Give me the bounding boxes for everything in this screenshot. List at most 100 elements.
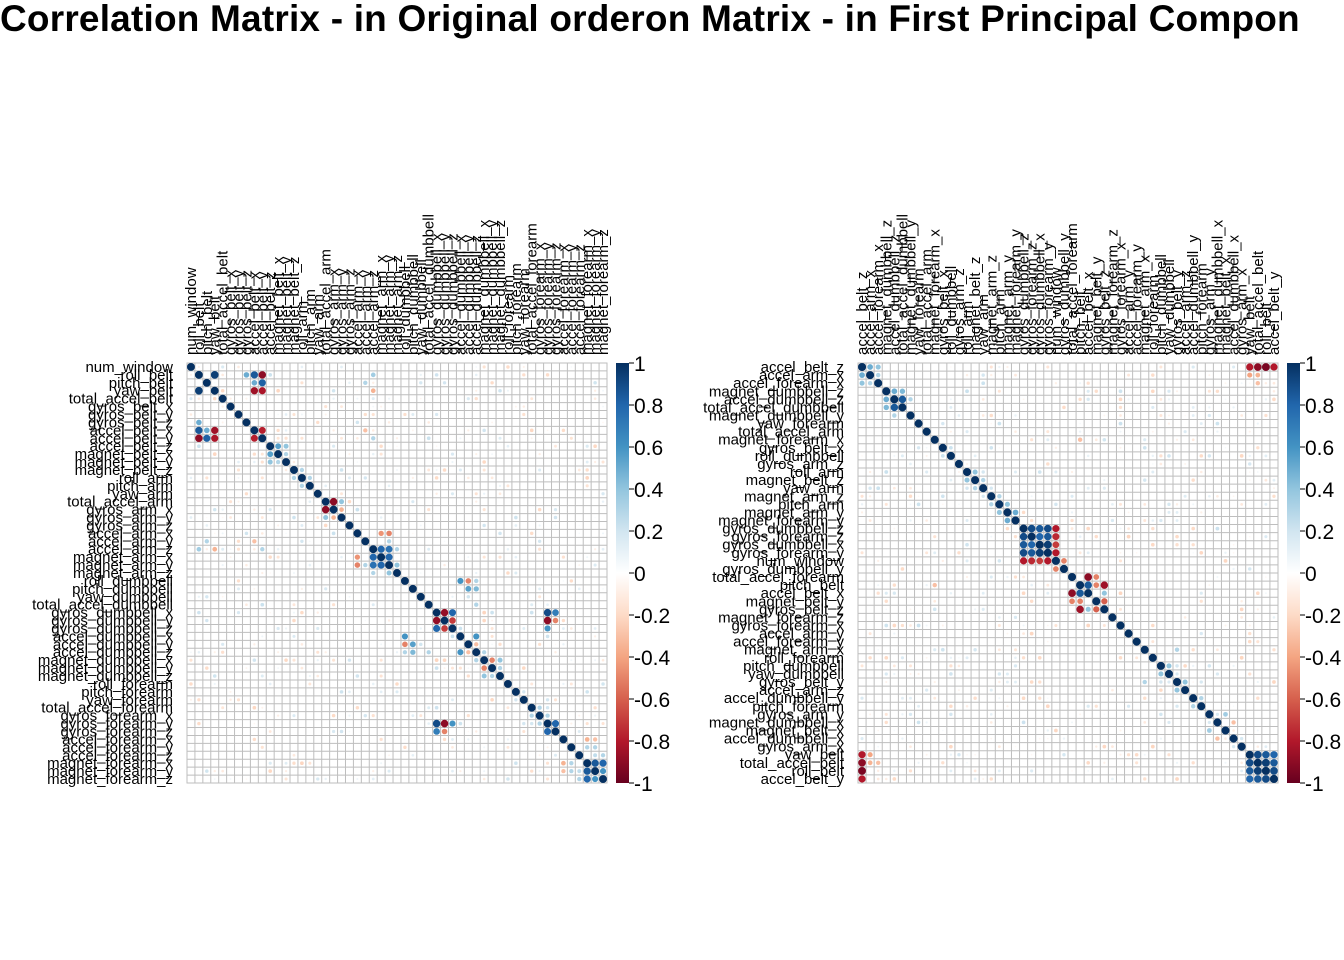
corr-cell — [1019, 532, 1028, 541]
corr-cell — [386, 530, 392, 537]
corr-cell — [942, 503, 944, 506]
corr-cell — [901, 576, 904, 578]
corr-cell — [307, 475, 313, 481]
column-label: gyros_dumbbell_x — [1032, 233, 1049, 355]
corr-cell — [260, 460, 264, 464]
corr-cell — [1246, 767, 1254, 775]
corr-cell — [1118, 389, 1123, 394]
corr-cell — [385, 545, 393, 553]
corr-cell — [498, 492, 502, 496]
corr-cell — [221, 365, 225, 369]
row-label: yaw_dumbbell — [77, 589, 173, 606]
corr-cell — [245, 603, 248, 607]
corr-cell — [858, 758, 866, 767]
corr-cell — [909, 672, 912, 675]
corr-cell — [205, 666, 209, 670]
corr-cell — [316, 420, 320, 425]
corr-cell — [1111, 503, 1114, 506]
corr-cell — [1110, 518, 1115, 523]
corr-cell — [1151, 373, 1155, 377]
column-label: gyros_belt_y — [1169, 269, 1186, 355]
corr-cell — [284, 429, 288, 432]
corr-cell — [449, 720, 456, 727]
corr-cell — [933, 599, 937, 603]
corr-cell — [530, 603, 534, 607]
corr-cell — [458, 468, 462, 472]
corr-cell — [1192, 664, 1195, 668]
corr-cell — [1078, 397, 1082, 402]
corr-cell — [538, 547, 542, 551]
corr-cell — [1118, 591, 1123, 596]
corr-cell — [876, 591, 880, 595]
row-label: gyros_forearm_x — [731, 618, 844, 635]
corr-cell — [1127, 511, 1130, 514]
corr-cell — [965, 430, 969, 434]
row-label: roll_arm — [790, 464, 844, 481]
corr-cell — [1045, 704, 1050, 709]
corr-cell — [1191, 543, 1195, 547]
corr-cell — [529, 428, 534, 433]
corr-cell — [324, 405, 328, 409]
corr-cell — [369, 561, 377, 569]
corr-cell — [996, 509, 1002, 515]
column-label: yaw_dumbbell — [1161, 259, 1178, 355]
corr-cell — [514, 761, 518, 765]
corr-cell — [949, 591, 953, 595]
corr-cell — [1256, 729, 1259, 732]
row-label: accel_arm_z — [759, 682, 844, 699]
corr-cell — [538, 452, 541, 456]
corr-cell — [427, 547, 431, 551]
corr-cell — [258, 371, 267, 379]
corr-cell — [458, 626, 463, 631]
corr-cell — [251, 380, 258, 386]
corr-cell — [1140, 645, 1149, 654]
corr-cell — [475, 389, 478, 392]
corr-cell — [275, 459, 281, 465]
corr-cell — [506, 571, 510, 575]
corr-cell — [884, 502, 888, 506]
corr-cell — [411, 714, 415, 718]
corr-cell — [1093, 574, 1100, 580]
corr-cell — [434, 666, 439, 670]
colorbar-tick-label: 0.4 — [634, 479, 664, 502]
corr-cell — [1261, 766, 1270, 775]
corr-cell — [922, 427, 931, 436]
row-label: num_window — [85, 359, 173, 376]
corr-cell — [221, 706, 225, 710]
corr-cell — [1108, 613, 1117, 622]
corr-cell — [269, 572, 271, 574]
corr-cell — [276, 555, 280, 559]
corr-cell — [1256, 471, 1259, 473]
corr-cell — [443, 540, 446, 543]
row-label: magnet_arm_z — [73, 565, 173, 582]
corr-cell — [1182, 679, 1188, 685]
corr-cell — [234, 410, 243, 419]
corr-cell — [316, 674, 320, 678]
corr-cell — [1151, 623, 1155, 628]
row-label: magnet_dumbbell_y — [709, 408, 845, 425]
corr-cell — [514, 555, 518, 559]
column-label: roll_arm — [959, 301, 976, 355]
corr-cell — [909, 608, 912, 611]
corr-cell — [877, 745, 880, 748]
corr-cell — [1095, 745, 1098, 748]
corr-cell — [585, 476, 590, 480]
corr-cell — [522, 666, 526, 670]
corr-cell — [490, 381, 494, 385]
corr-cell — [1264, 745, 1268, 749]
corr-cell — [412, 778, 414, 780]
corr-cell — [1013, 615, 1018, 620]
corr-cell — [1183, 430, 1187, 434]
corr-cell — [543, 608, 552, 617]
row-label: magnet_belt_y — [75, 454, 174, 471]
corr-cell — [553, 753, 558, 757]
row-label: accel_forearm_y — [733, 634, 844, 651]
corr-cell — [1029, 518, 1034, 523]
column-label: gyros_belt_x — [223, 269, 240, 355]
corr-cell — [356, 754, 359, 757]
corr-cell — [971, 476, 980, 485]
corr-cell — [189, 413, 193, 416]
corr-cell — [1076, 581, 1085, 590]
corr-cell — [537, 705, 542, 710]
corr-cell — [884, 712, 888, 716]
